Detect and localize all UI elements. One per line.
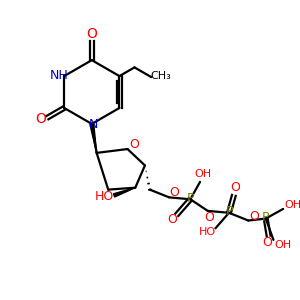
Text: OH: OH [274, 240, 292, 250]
Text: O: O [230, 181, 240, 194]
Text: HO: HO [95, 190, 114, 203]
Text: O: O [167, 213, 177, 226]
Text: O: O [169, 186, 179, 199]
Polygon shape [113, 188, 135, 197]
Text: NH: NH [50, 69, 69, 82]
Text: HO: HO [199, 227, 216, 237]
Text: N: N [89, 118, 98, 131]
Text: P: P [225, 205, 233, 218]
Text: OH: OH [284, 200, 300, 210]
Text: P: P [262, 211, 269, 224]
Text: O: O [129, 138, 139, 151]
Text: O: O [263, 236, 273, 249]
Polygon shape [90, 124, 97, 153]
Text: O: O [204, 211, 214, 224]
Text: O: O [86, 27, 97, 41]
Text: O: O [249, 210, 259, 223]
Text: P: P [187, 192, 194, 205]
Text: O: O [35, 112, 46, 126]
Text: OH: OH [194, 169, 212, 179]
Text: CH₃: CH₃ [151, 71, 171, 81]
